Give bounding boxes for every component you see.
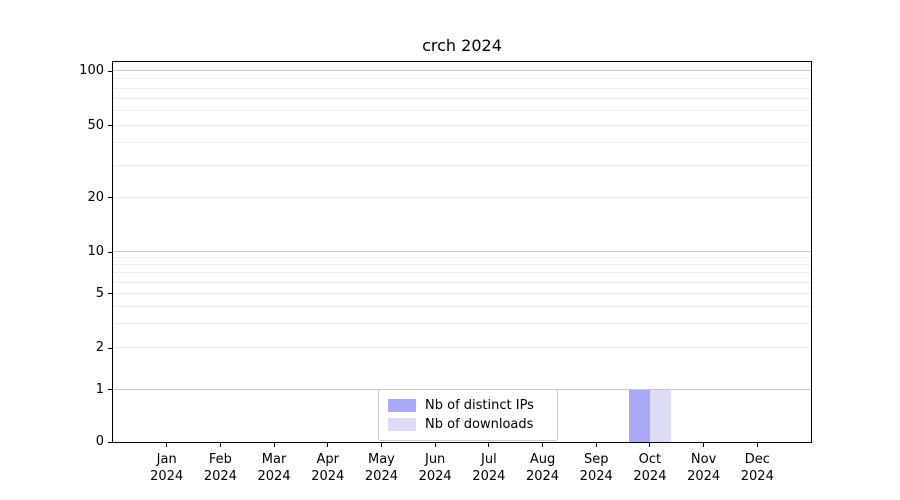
y-minor-gridline [113,87,811,89]
plot-area [112,61,812,443]
y-tick-label: 5 [95,285,104,301]
legend: Nb of distinct IPs Nb of downloads [378,389,558,441]
legend-item-distinct-ips: Nb of distinct IPs [388,396,548,414]
legend-item-downloads: Nb of downloads [388,415,548,433]
x-tick-mark [542,443,544,447]
y-minor-gridline [113,292,811,294]
x-tick-mark [219,443,221,447]
y-tick-mark [108,441,112,443]
y-minor-gridline [113,347,811,349]
x-tick-label: Dec 2024 [740,452,774,484]
y-tick-label: 20 [87,189,104,205]
y-minor-gridline [113,98,811,100]
y-tick-mark [108,389,112,391]
y-tick-label: 50 [87,117,104,133]
bar-downloads [649,389,671,442]
legend-label-downloads: Nb of downloads [425,416,534,432]
x-tick-label: Jun 2024 [418,452,452,484]
x-tick-label: Nov 2024 [687,452,721,484]
y-major-gridline [113,251,811,252]
y-minor-gridline [113,323,811,325]
x-tick-label: Jul 2024 [472,452,506,484]
y-tick-label: 0 [95,434,104,449]
y-tick-label: 100 [79,63,104,79]
y-tick-mark [108,251,112,253]
legend-label-distinct-ips: Nb of distinct IPs [425,397,534,413]
x-tick-label: Sep 2024 [579,452,613,484]
y-minor-gridline [113,142,811,144]
y-tick-mark [108,125,112,127]
x-tick-mark [756,443,758,447]
y-tick-mark [108,347,112,349]
x-tick-mark [380,443,382,447]
x-tick-mark [488,443,490,447]
y-minor-gridline [113,257,811,259]
y-minor-gridline [113,124,811,126]
x-tick-mark [649,443,651,447]
y-tick-mark [108,293,112,295]
y-minor-gridline [113,272,811,274]
y-minor-gridline [113,264,811,266]
x-tick-mark [434,443,436,447]
y-minor-gridline [113,305,811,307]
y-tick-label: 1 [95,381,104,397]
x-tick-label: Jan 2024 [150,452,184,484]
y-minor-gridline [113,110,811,112]
x-tick-mark [166,443,168,447]
x-tick-label: Aug 2024 [525,452,560,484]
y-minor-gridline [113,196,811,198]
x-tick-mark [273,443,275,447]
y-minor-gridline [113,281,811,283]
chart-title: crch 2024 [422,36,502,55]
y-tick-label: 10 [87,244,104,259]
y-major-gridline [113,70,811,72]
x-tick-mark [327,443,329,447]
legend-swatch-distinct-ips [388,398,416,412]
y-tick-mark [108,70,112,72]
x-tick-mark [595,443,597,447]
x-tick-mark [703,443,705,447]
bar-distinct-ips [628,389,650,442]
x-tick-label: Apr 2024 [311,452,345,484]
y-minor-gridline [113,164,811,166]
y-tick-label: 2 [95,340,104,356]
x-tick-label: Oct 2024 [633,452,667,484]
x-tick-label: Feb 2024 [203,452,237,484]
y-tick-mark [108,197,112,199]
x-tick-label: Mar 2024 [257,452,291,484]
x-tick-label: May 2024 [364,452,398,484]
legend-swatch-downloads [388,417,416,431]
y-minor-gridline [113,78,811,80]
